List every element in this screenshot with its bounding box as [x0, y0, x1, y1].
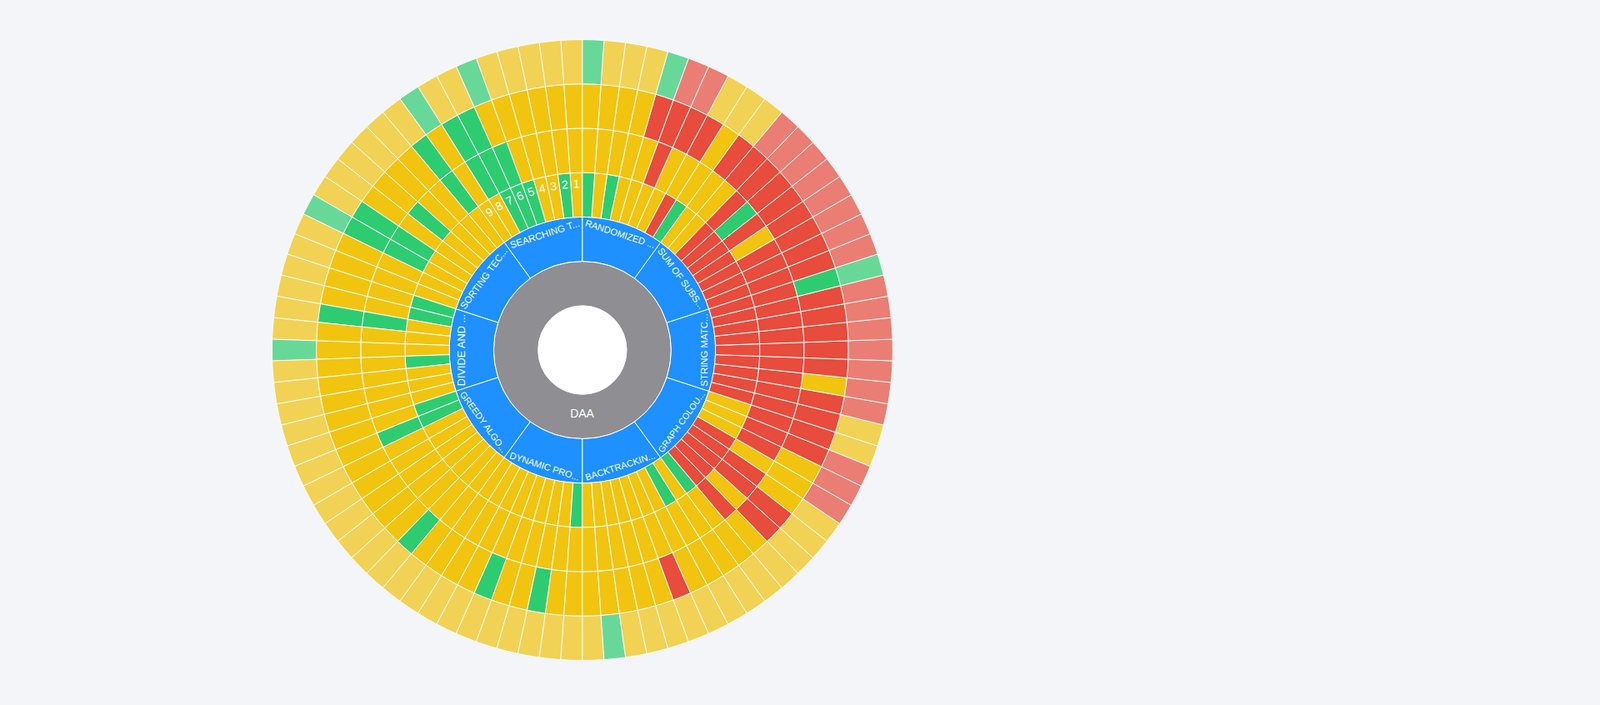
svg-text:9: 9 [482, 204, 496, 220]
svg-text:SORTING TEC...: SORTING TEC... [458, 246, 510, 311]
svg-text:8: 8 [493, 198, 506, 214]
svg-text:7: 7 [503, 193, 516, 208]
svg-text:DYNAMIC PRO...: DYNAMIC PRO... [508, 450, 581, 483]
svg-text:SEARCHING T...: SEARCHING T... [508, 218, 581, 251]
svg-text:STRING MATC...: STRING MATC... [699, 313, 710, 386]
svg-text:5: 5 [525, 184, 537, 200]
svg-text:BACKTRACKIN...: BACKTRACKIN... [583, 450, 657, 483]
svg-text:GRAPH COLOU...: GRAPH COLOU... [655, 389, 707, 455]
svg-text:GREEDY ALGO...: GREEDY ALGO... [458, 389, 510, 455]
svg-text:4: 4 [537, 181, 548, 196]
svg-text:RANDOMIZED ...: RANDOMIZED ... [584, 217, 657, 250]
svg-text:6: 6 [514, 188, 526, 204]
svg-text:DIVIDE AND ...: DIVIDE AND ... [455, 314, 468, 386]
svg-text:3: 3 [549, 179, 559, 194]
svg-text:DAA: DAA [570, 406, 595, 420]
svg-text:1: 1 [573, 176, 581, 190]
svg-text:2: 2 [560, 177, 570, 192]
svg-text:SUM OF SUBS...: SUM OF SUBS... [655, 245, 707, 311]
